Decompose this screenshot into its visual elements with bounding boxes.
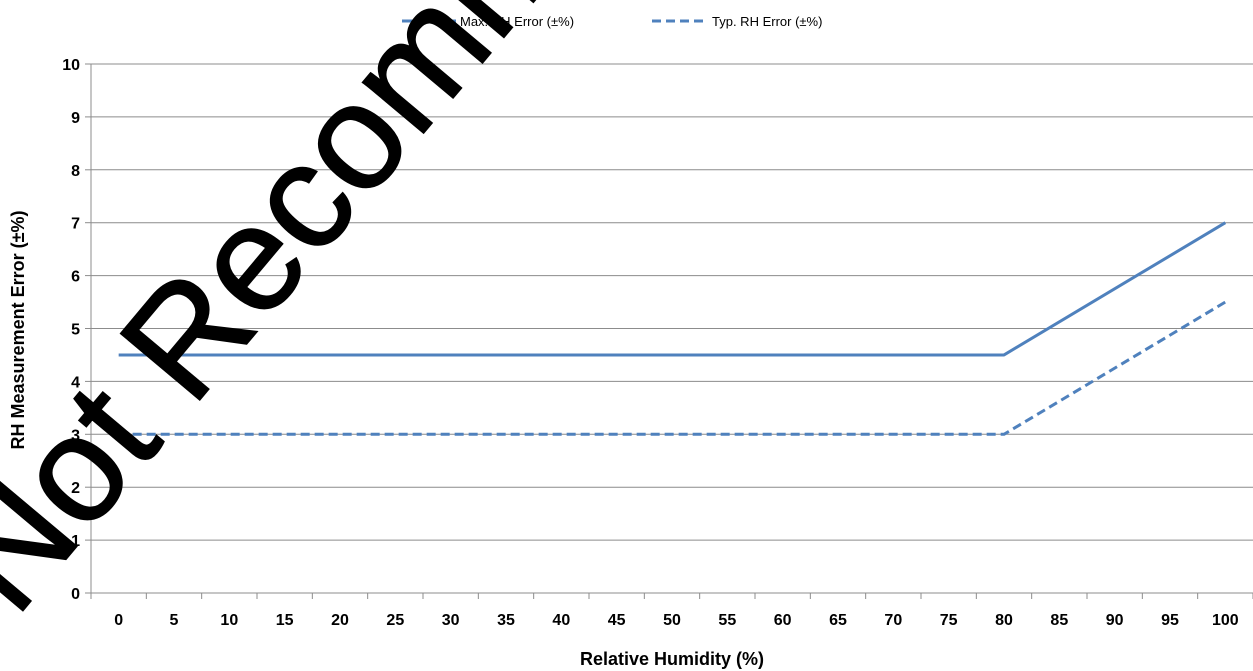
x-tick-label: 100 (1212, 612, 1239, 629)
y-tick-label: 4 (71, 374, 80, 391)
y-tick-label: 6 (71, 269, 80, 286)
x-tick-label: 35 (497, 612, 515, 629)
y-tick-label: 7 (71, 216, 80, 233)
legend-label: Typ. RH Error (±%) (712, 14, 822, 29)
x-tick-label: 40 (552, 612, 570, 629)
x-tick-label: 60 (774, 612, 792, 629)
x-tick-label: 85 (1050, 612, 1068, 629)
legend-label: Max. RH Error (±%) (460, 14, 574, 29)
grid-lines (91, 63, 1253, 541)
x-tick-label: 25 (386, 612, 404, 629)
y-tick-label: 10 (62, 57, 80, 74)
x-tick-label: 95 (1161, 612, 1179, 629)
x-tick-label: 45 (608, 612, 626, 629)
x-tick-label: 30 (442, 612, 460, 629)
y-tick-label: 0 (71, 586, 80, 603)
x-tick-label: 90 (1106, 612, 1124, 629)
legend: Max. RH Error (±%) Typ. RH Error (±%) (402, 14, 822, 29)
x-tick-label: 65 (829, 612, 847, 629)
y-tick-label: 3 (71, 427, 80, 444)
watermark-text: Not Recommended (0, 0, 871, 641)
y-tick-label: 9 (71, 110, 80, 127)
y-tick-label: 8 (71, 163, 80, 180)
x-tick-label: 20 (331, 612, 349, 629)
series-lines (118, 221, 1227, 436)
x-tick-label: 15 (276, 612, 294, 629)
x-tick-label: 50 (663, 612, 681, 629)
x-tick-label: 80 (995, 612, 1013, 629)
y-tick-label: 2 (71, 480, 80, 497)
x-tick-label: 55 (718, 612, 736, 629)
series-line-typ (118, 300, 1227, 436)
x-axis-title: Relative Humidity (%) (580, 649, 764, 669)
x-tick-label: 10 (220, 612, 238, 629)
y-tick-label: 1 (71, 533, 80, 550)
x-tick-label: 70 (884, 612, 902, 629)
x-tick-label: 75 (940, 612, 958, 629)
y-tick-label: 5 (71, 322, 80, 339)
series-line-max (118, 221, 1227, 357)
x-tick-label: 5 (170, 612, 179, 629)
x-tick-label: 0 (114, 612, 123, 629)
y-axis-title: RH Measurement Error (±%) (8, 211, 28, 450)
